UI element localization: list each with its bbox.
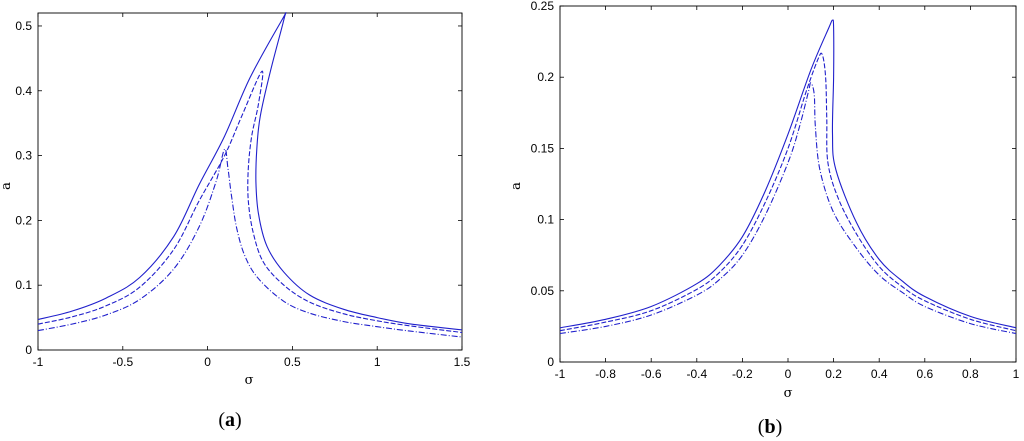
panel-b-series-dashed bbox=[559, 52, 1017, 332]
panel-b-y-tick-label: 0.25 bbox=[531, 0, 555, 13]
panel-b-caption-open: ( bbox=[758, 416, 765, 438]
panel-b-x-tick-label: -0.8 bbox=[595, 367, 616, 381]
panel-a-y-tick-label: 0 bbox=[25, 343, 32, 357]
panel-b-x-tick-label: -0.6 bbox=[641, 367, 662, 381]
panel-a-y-tick-label: 0.4 bbox=[15, 84, 32, 98]
panel-a: a σ (a) -1 -0.5 0 0.5 1 1.500.10.20.30.40.5 bbox=[0, 12, 471, 431]
panel-a-x-tick-label: -1 bbox=[33, 355, 44, 369]
panel-a-series-solid bbox=[37, 12, 463, 331]
panel-a-caption-letter: a bbox=[225, 409, 235, 431]
panel-b-series-dashdot bbox=[559, 82, 1017, 335]
panel-b-y-tick-label: 0.1 bbox=[537, 213, 554, 227]
panel-a-x-tick-label: 1 bbox=[374, 355, 381, 369]
panel-a-x-tick-label: 1.5 bbox=[454, 355, 471, 369]
panel-a-ylabel: a bbox=[0, 182, 14, 190]
panel-b-y-tick-label: 0.2 bbox=[537, 70, 554, 84]
panel-b-caption-close: ) bbox=[776, 416, 783, 438]
panel-b-x-tick-label: 1 bbox=[1013, 367, 1020, 381]
panel-b-x-tick-label: 0.8 bbox=[962, 367, 979, 381]
panel-a-series-dashed bbox=[37, 70, 463, 334]
panel-a-caption-open: ( bbox=[218, 409, 225, 431]
panel-b-x-tick-label: -1 bbox=[555, 367, 566, 381]
panel-a-x-tick-label: 0 bbox=[204, 355, 211, 369]
panel-b: a σ (b) -1 -0.8 -0.6 -0.4 -0.2 0 0.2 0.4 0.6 0.8 1… bbox=[509, 0, 1020, 438]
panel-b-series-solid bbox=[559, 19, 1017, 329]
panel-a-xlabel: σ bbox=[245, 373, 254, 388]
panel-b-plot-frame bbox=[559, 5, 1017, 363]
panel-a-y-tick-label: 0.3 bbox=[15, 149, 32, 163]
panel-b-x-tick-label: 0.4 bbox=[871, 367, 888, 381]
panel-a-y-tick-label: 0.5 bbox=[15, 19, 32, 33]
panel-b-ylabel: a bbox=[509, 182, 524, 190]
panel-b-x-tick-label: -0.4 bbox=[686, 367, 707, 381]
panel-a-plot-frame bbox=[37, 12, 463, 351]
panel-a-y-tick-label: 0.1 bbox=[15, 278, 32, 292]
panel-b-x-tick-label: 0 bbox=[785, 367, 792, 381]
panel-b-x-tick-label: 0.2 bbox=[825, 367, 842, 381]
panel-a-caption: (a) bbox=[218, 409, 241, 431]
panel-a-y-tick-label: 0.2 bbox=[15, 213, 32, 227]
panel-b-y-tick-label: 0.15 bbox=[531, 141, 555, 155]
panel-b-caption-letter: b bbox=[764, 416, 775, 438]
panel-b-y-tick-label: 0 bbox=[547, 355, 554, 369]
panel-b-x-tick-label: -0.2 bbox=[732, 367, 753, 381]
panel-b-x-tick-label: 0.6 bbox=[916, 367, 933, 381]
panel-a-x-tick-label: 0.5 bbox=[284, 355, 301, 369]
panel-b-xlabel: σ bbox=[784, 386, 793, 401]
panel-a-series-dashdot bbox=[37, 148, 463, 338]
panel-a-x-tick-label: -0.5 bbox=[112, 355, 133, 369]
panel-b-y-tick-label: 0.05 bbox=[531, 284, 555, 298]
panel-a-caption-close: ) bbox=[235, 409, 242, 431]
panel-b-caption: (b) bbox=[758, 416, 782, 438]
